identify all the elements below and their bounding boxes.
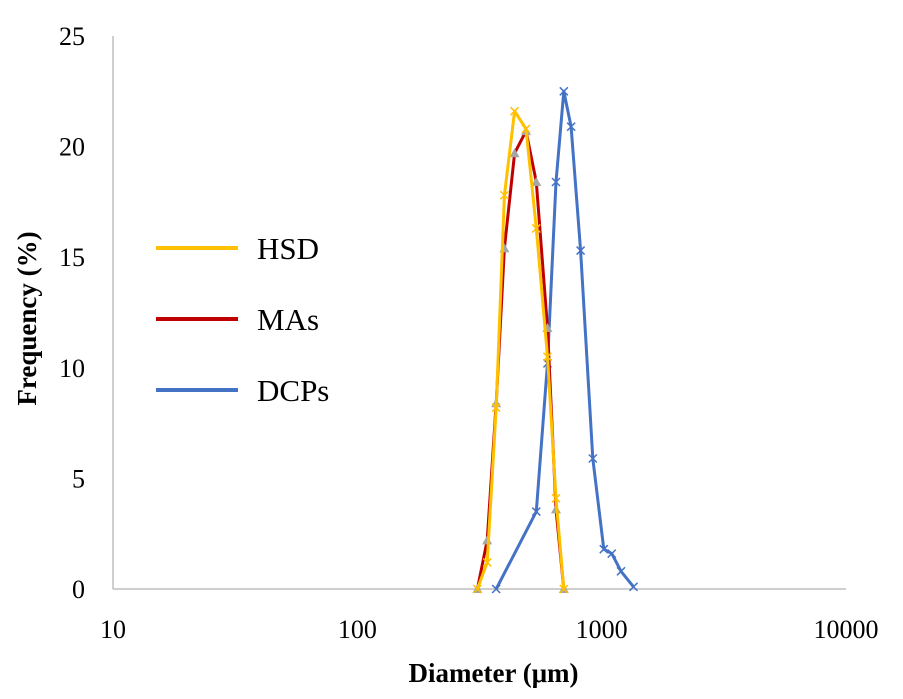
legend-item-mas: MAs xyxy=(156,302,319,337)
data-point xyxy=(509,148,520,158)
data-point xyxy=(499,190,509,200)
y-axis-title: Frequency (%) xyxy=(12,231,42,405)
data-point xyxy=(551,177,561,187)
data-point xyxy=(559,584,569,594)
data-point xyxy=(531,223,541,233)
data-point xyxy=(566,122,576,132)
data-point xyxy=(588,453,598,464)
legend-label: DCPs xyxy=(257,373,329,408)
series-hsd xyxy=(472,106,569,594)
data-point xyxy=(491,584,501,594)
y-tick-label: 15 xyxy=(59,243,85,272)
data-point xyxy=(559,86,569,96)
y-tick-label: 10 xyxy=(59,354,85,383)
x-tick-labels: 10 100 1000 10000 xyxy=(100,615,879,644)
series-layer xyxy=(472,86,639,594)
data-point xyxy=(599,544,609,554)
series-line xyxy=(475,109,566,590)
data-point xyxy=(531,176,542,186)
data-point xyxy=(510,106,520,116)
series-dcps xyxy=(491,86,639,594)
y-tick-label: 0 xyxy=(72,575,85,604)
data-point xyxy=(521,124,531,134)
legend-item-hsd: HSD xyxy=(156,231,319,266)
axes xyxy=(112,36,846,590)
data-point xyxy=(616,566,626,576)
x-tick-label: 10000 xyxy=(814,615,879,644)
data-point xyxy=(482,557,492,567)
data-point xyxy=(607,549,617,559)
x-tick-label: 100 xyxy=(338,615,377,644)
x-tick-label: 1000 xyxy=(576,615,628,644)
data-point xyxy=(542,352,552,362)
data-point xyxy=(472,584,482,594)
data-point xyxy=(491,403,501,413)
legend: HSD MAs DCPs xyxy=(156,231,329,408)
x-axis-title: Diameter (μm) xyxy=(409,658,579,688)
series-line xyxy=(494,89,635,590)
y-tick-label: 5 xyxy=(72,464,85,493)
legend-label: HSD xyxy=(257,231,319,266)
data-point xyxy=(531,507,541,517)
legend-item-dcps: DCPs xyxy=(156,373,329,408)
data-point xyxy=(576,246,586,256)
data-point xyxy=(628,582,639,592)
y-tick-labels: 0 5 10 15 20 25 xyxy=(59,22,85,604)
legend-label: MAs xyxy=(257,302,319,337)
y-tick-label: 20 xyxy=(59,133,85,162)
y-tick-label: 25 xyxy=(59,22,85,51)
x-tick-label: 10 xyxy=(100,615,126,644)
data-point xyxy=(551,493,561,503)
